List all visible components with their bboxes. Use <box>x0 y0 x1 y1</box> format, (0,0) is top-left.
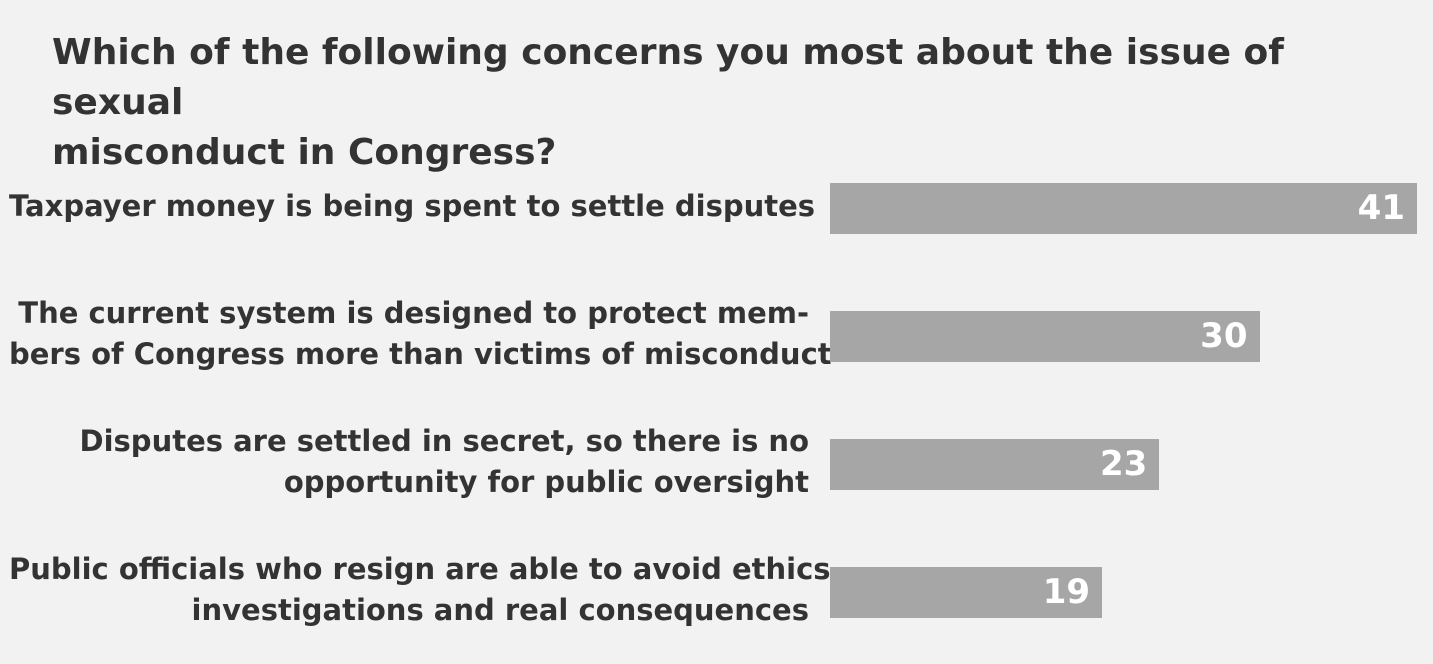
category-label: Public officials who resign are able to … <box>9 549 831 631</box>
chart-title: Which of the following concerns you most… <box>52 28 1352 178</box>
category-label-line: opportunity for public oversight <box>283 465 809 499</box>
bar-value-label: 41 <box>1357 187 1405 228</box>
category-label: Taxpayer money is being spent to settle … <box>9 186 816 227</box>
category-label-line: Taxpayer money is being spent to settle … <box>9 188 816 223</box>
bar <box>830 438 1160 490</box>
category-label-line: The current system is designed to protec… <box>18 296 809 330</box>
bar-value-label: 23 <box>1099 443 1148 484</box>
category-label: Disputes are settled in secret, so there… <box>9 421 809 503</box>
bar <box>830 310 1260 362</box>
category-label-line: Public officials who resign are able to … <box>9 552 831 586</box>
bar-value-label: 19 <box>1042 571 1091 612</box>
chart-title-line: Which of the following concerns you most… <box>52 32 1284 123</box>
bar-value-label: 30 <box>1200 315 1248 356</box>
category-label: The current system is designed to protec… <box>9 293 832 375</box>
bar <box>830 566 1103 618</box>
category-label-line: Disputes are settled in secret, so there… <box>79 424 809 458</box>
chart-title-line: misconduct in Congress? <box>52 132 557 173</box>
category-label-line: investigations and real consequences <box>191 593 809 627</box>
category-label-line: bers of Congress more than victims of mi… <box>9 337 832 371</box>
bar <box>830 182 1417 234</box>
